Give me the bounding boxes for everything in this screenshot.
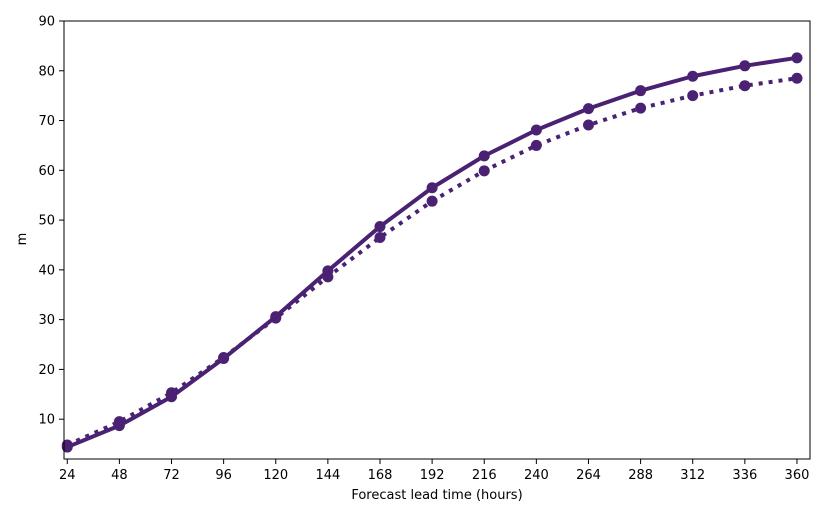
series-1-point — [426, 182, 438, 194]
series-2-point — [426, 195, 438, 207]
series-2-line — [66, 76, 798, 447]
series-2-point — [791, 72, 803, 84]
y-tick-label: 40 — [38, 263, 55, 278]
series-2 — [61, 72, 803, 451]
series-1-point — [530, 124, 542, 136]
x-tick-label: 120 — [263, 468, 288, 483]
series-1-point — [582, 103, 594, 115]
series-2-point — [739, 80, 751, 92]
x-tick-label: 336 — [732, 468, 757, 483]
x-tick-label: 312 — [680, 468, 705, 483]
series-1-point — [478, 150, 490, 162]
x-tick-label: 192 — [420, 468, 445, 483]
x-tick-label: 144 — [315, 468, 340, 483]
series-1-point — [374, 221, 386, 233]
x-tick-label: 72 — [163, 468, 180, 483]
y-tick-label: 30 — [38, 313, 55, 328]
x-tick-label: 48 — [111, 468, 128, 483]
y-tick-label: 20 — [38, 363, 55, 378]
y-tick-label: 90 — [38, 15, 55, 30]
series-2-point — [687, 90, 699, 102]
series-1-point — [635, 85, 647, 97]
y-tick-label: 10 — [38, 413, 55, 428]
x-tick-label: 96 — [215, 468, 232, 483]
y-tick-label: 60 — [38, 164, 55, 179]
series-1-point — [791, 52, 803, 64]
series-1-point — [687, 70, 699, 82]
x-tick-label: 288 — [628, 468, 653, 483]
y-tick-label: 50 — [38, 214, 55, 229]
y-tick-label: 70 — [38, 114, 55, 129]
x-tick-label: 360 — [785, 468, 810, 483]
plot-frame — [63, 20, 811, 460]
series-layer — [61, 52, 803, 453]
series-2-point — [530, 139, 542, 151]
series-2-point — [322, 271, 334, 283]
series-2-point — [374, 232, 386, 244]
series-2-point — [270, 312, 282, 324]
series-2-point — [166, 387, 177, 399]
x-tick-label: 240 — [524, 468, 549, 483]
axes-layer: 24 48 72 96 120 144 168 192 216 240 264 288 312 336 36… — [38, 15, 811, 483]
y-tick-label: 80 — [38, 64, 55, 79]
series-2-point — [218, 351, 230, 363]
series-1-point — [739, 60, 751, 72]
series-2-point — [113, 416, 125, 428]
series-2-point — [582, 119, 594, 131]
series-2-point — [478, 165, 490, 177]
x-tick-label: 264 — [576, 468, 601, 483]
series-2-point — [635, 102, 647, 114]
x-axis-label: Forecast lead time (hours) — [351, 488, 522, 503]
series-2-point — [61, 439, 73, 451]
y-axis-label: m — [15, 233, 30, 246]
x-tick-label: 24 — [59, 468, 76, 483]
x-tick-label: 216 — [472, 468, 497, 483]
x-tick-label: 168 — [368, 468, 393, 483]
